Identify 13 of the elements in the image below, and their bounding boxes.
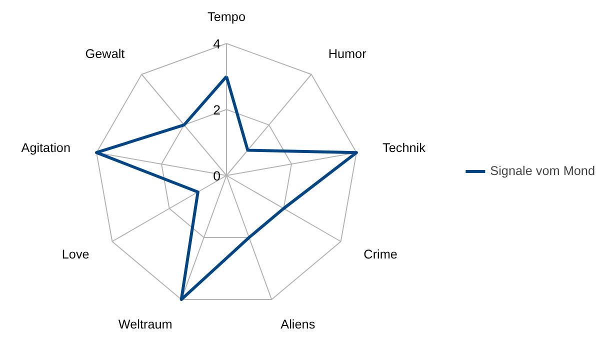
spoke-label: Tempo: [208, 10, 246, 24]
spoke-label: Gewalt: [85, 47, 126, 62]
legend-label: Signale vom Mond: [490, 164, 595, 178]
spoke-label: Love: [62, 248, 90, 262]
spoke-label: Humor: [328, 47, 366, 62]
spoke-label: Agitation: [21, 140, 71, 155]
y-tick-label: 0: [213, 168, 221, 184]
spoke-label: Crime: [364, 248, 398, 262]
y-tick-label: 2: [213, 102, 221, 118]
spoke-label: Weltraum: [118, 317, 172, 332]
spoke-label: Aliens: [280, 317, 316, 332]
spoke-label: Technik: [382, 140, 426, 155]
y-tick-label: 4: [213, 36, 222, 52]
